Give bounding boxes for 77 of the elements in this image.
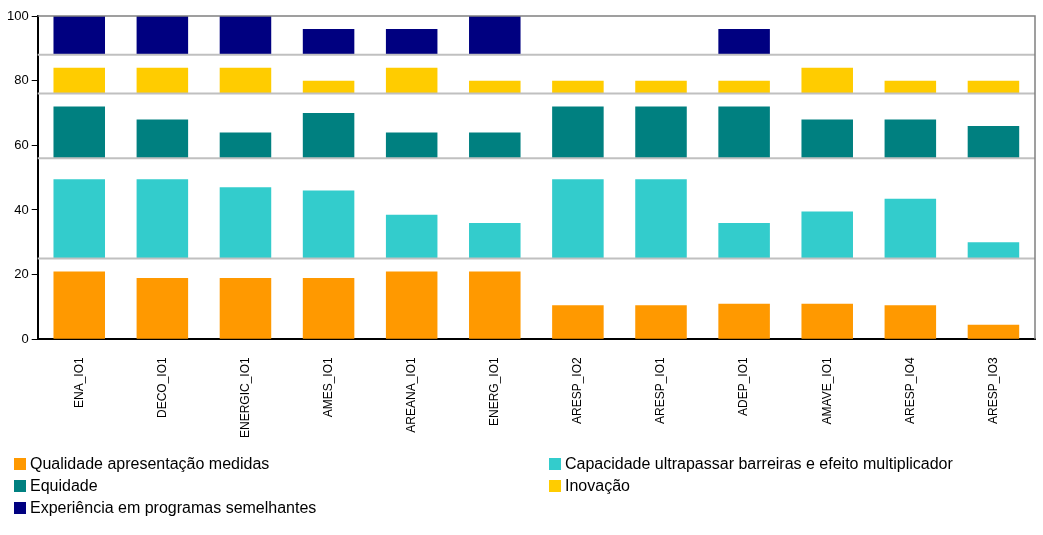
bar	[302, 28, 355, 55]
bar	[801, 211, 853, 259]
bar	[552, 179, 604, 259]
bar	[635, 80, 687, 94]
bar	[219, 67, 272, 94]
bar	[552, 305, 604, 339]
bar	[967, 324, 1020, 339]
x-tick-label: ADEP_IO1	[736, 356, 751, 417]
bar	[469, 271, 521, 339]
x-tick-label: ENERG_IO1	[487, 357, 502, 427]
bar	[884, 80, 937, 94]
legend-label: Inovação	[565, 477, 630, 495]
bar	[136, 179, 189, 259]
bar	[718, 80, 770, 94]
bar	[302, 190, 355, 259]
x-tick-label: AMES_IO1	[320, 356, 335, 418]
bar	[385, 214, 438, 259]
y-tick-label: 80	[14, 72, 29, 88]
bar	[136, 16, 189, 55]
legend-label: Capacidade ultrapassar barreiras e efeito multiplicador	[565, 455, 953, 473]
legend-label: Qualidade apresentação medidas	[30, 455, 270, 473]
bar	[302, 112, 355, 159]
bar	[219, 132, 272, 159]
bar	[718, 303, 770, 339]
bar	[219, 16, 272, 55]
bar	[53, 179, 106, 259]
x-tick-label: ARESP_IO1	[653, 356, 668, 425]
x-tick-label: ARESP_IO3	[985, 356, 1000, 425]
bar	[884, 198, 937, 259]
bar	[302, 80, 355, 94]
bar	[552, 106, 604, 159]
bar	[136, 277, 189, 339]
y-tick-label: 40	[14, 201, 29, 217]
bar	[53, 16, 106, 55]
bar	[385, 67, 438, 94]
bar	[884, 305, 937, 339]
x-tick-label: ENA_IO1	[71, 357, 86, 409]
legend-label: Equidade	[30, 477, 98, 495]
bar	[219, 187, 272, 259]
x-tick-label: AREANA_IO1	[403, 357, 418, 433]
x-tick-label: ARESP_IO2	[570, 356, 585, 425]
bar	[136, 67, 189, 94]
y-tick-label: 20	[14, 266, 29, 282]
bar	[552, 80, 604, 94]
x-tick-label: ENERGIC_IO1	[237, 357, 252, 439]
bar	[718, 106, 770, 159]
bar	[801, 303, 853, 339]
bar	[801, 119, 853, 159]
legend-label: Experiência em programas semelhantes	[30, 499, 317, 517]
bar	[469, 132, 521, 159]
bar	[635, 305, 687, 339]
bar	[801, 67, 853, 94]
bar	[385, 132, 438, 159]
x-tick-label: AMAVE_IO1	[819, 356, 834, 425]
bar	[635, 179, 687, 259]
bar	[385, 271, 438, 339]
y-tick-label: 100	[6, 7, 29, 23]
bar	[469, 16, 521, 55]
bar	[884, 119, 937, 159]
bar	[967, 125, 1020, 159]
bar	[718, 28, 770, 55]
x-tick-label: DECO_IO1	[154, 356, 169, 418]
bar	[53, 67, 106, 94]
bar	[302, 277, 355, 339]
bar	[967, 80, 1020, 94]
bar	[718, 222, 770, 259]
x-tick-label: ARESP_IO4	[902, 356, 917, 425]
bar	[53, 106, 106, 159]
bar	[469, 80, 521, 94]
bar	[469, 222, 521, 259]
bar	[635, 106, 687, 159]
bar	[219, 277, 272, 339]
bar	[53, 271, 106, 339]
bar	[136, 119, 189, 159]
y-tick-label: 0	[21, 330, 29, 346]
bar	[385, 28, 438, 55]
y-tick-label: 60	[14, 136, 29, 152]
